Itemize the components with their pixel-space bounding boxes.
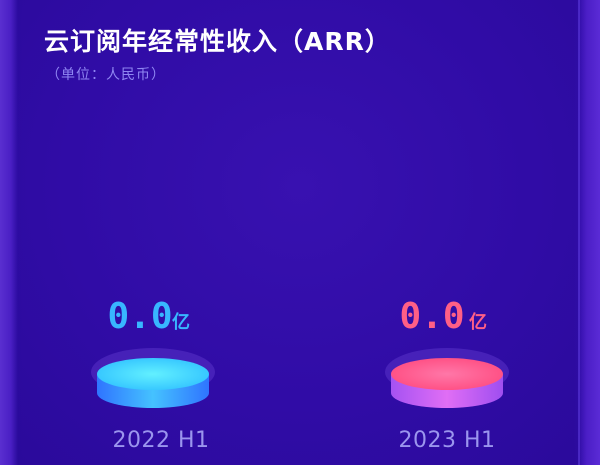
right-edge-glow	[578, 0, 600, 465]
bar-2022-h1	[91, 348, 215, 408]
chart-subtitle: （单位：人民币）	[46, 67, 166, 83]
data-label-2022-h1-unit: 亿	[172, 311, 190, 333]
data-label-2023-h1: 0.0	[399, 296, 464, 337]
bar-2022-h1-top	[97, 358, 209, 390]
left-edge-glow	[0, 0, 18, 465]
data-label-2023-h1-unit: 亿	[469, 311, 487, 333]
data-label-2022-h1: 0.0	[107, 296, 172, 337]
category-label-2023-h1: 2023 H1	[398, 428, 496, 453]
chart-title: 云订阅年经常性收入（ARR）	[44, 27, 391, 56]
bar-2023-h1-top	[391, 358, 503, 390]
bar-2023-h1	[385, 348, 509, 408]
category-label-2022-h1: 2022 H1	[112, 428, 210, 453]
right-edge-line	[578, 0, 580, 465]
